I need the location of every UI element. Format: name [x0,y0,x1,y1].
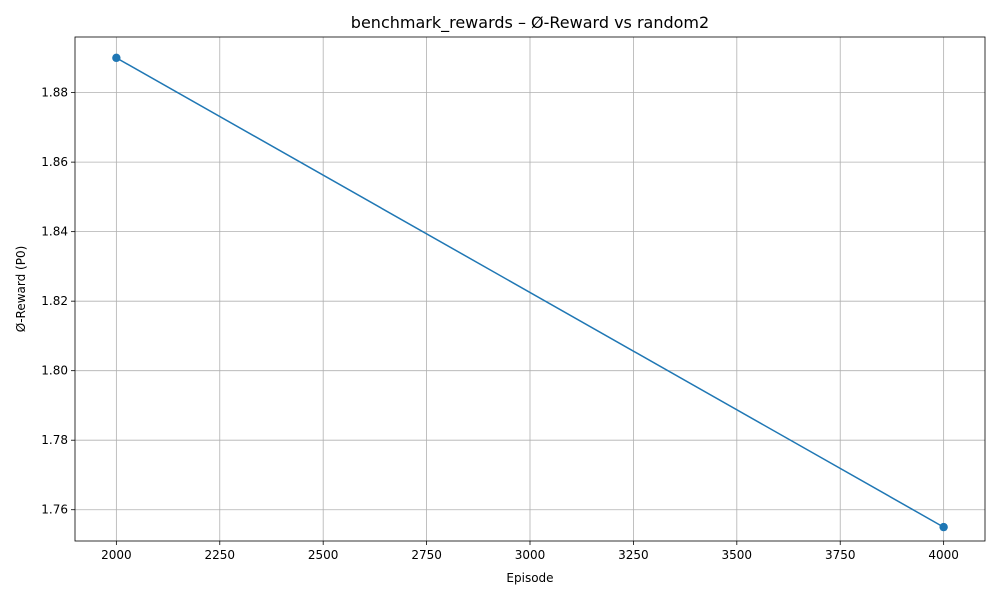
chart-title: benchmark_rewards – Ø-Reward vs random2 [351,13,709,33]
x-axis-label: Episode [506,571,553,585]
y-tick-label: 1.84 [41,225,68,239]
x-tick-label: 3750 [825,548,856,562]
x-tick-label: 2500 [308,548,339,562]
y-tick-label: 1.80 [41,364,68,378]
series-layer [112,53,948,532]
x-axis-ticks: 2000 2250 2500 2750 3000 3250 3500 3750 4000 [101,541,959,562]
y-axis-ticks: 1.76 1.78 1.80 1.82 1.84 1.86 1.88 [41,86,75,517]
x-tick-label: 3500 [722,548,753,562]
y-axis-label: Ø-Reward (P0) [14,246,28,333]
x-tick-label: 2250 [204,548,235,562]
grid-lines [75,37,985,541]
data-point-marker [939,522,948,532]
x-tick-label: 3000 [515,548,546,562]
x-tick-label: 3250 [618,548,649,562]
y-tick-label: 1.78 [41,433,68,447]
y-tick-label: 1.82 [41,294,68,308]
y-tick-label: 1.76 [41,503,68,517]
y-tick-label: 1.86 [41,155,68,169]
x-tick-label: 4000 [928,548,959,562]
y-tick-label: 1.88 [41,86,68,100]
series-line [115,57,945,528]
x-tick-label: 2000 [101,548,132,562]
data-point-marker [112,53,121,63]
x-tick-label: 2750 [411,548,442,562]
